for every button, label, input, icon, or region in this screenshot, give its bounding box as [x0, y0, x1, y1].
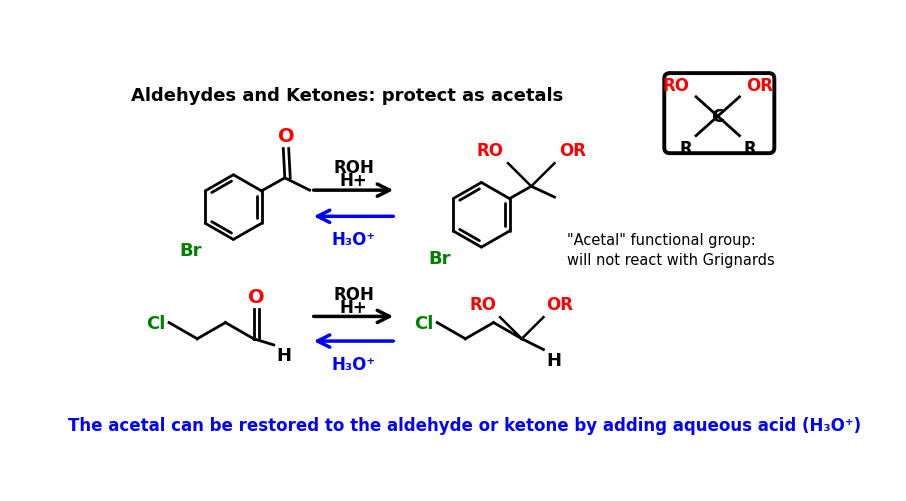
- Text: Aldehydes and Ketones: protect as acetals: Aldehydes and Ketones: protect as acetal…: [130, 87, 563, 105]
- Text: OR: OR: [746, 77, 773, 95]
- Text: C: C: [711, 108, 725, 126]
- Text: RO: RO: [477, 141, 504, 159]
- Text: R: R: [680, 139, 692, 157]
- Text: H: H: [546, 351, 562, 369]
- Text: O: O: [277, 127, 294, 146]
- Text: O: O: [248, 288, 265, 307]
- Text: OR: OR: [559, 141, 586, 159]
- Text: Br: Br: [428, 249, 450, 268]
- Text: H+: H+: [340, 172, 367, 190]
- Text: "Acetal" functional group:
will not react with Grignards: "Acetal" functional group: will not reac…: [566, 232, 775, 267]
- Text: RO: RO: [470, 296, 497, 314]
- Text: RO: RO: [663, 77, 689, 95]
- Text: Cl: Cl: [414, 314, 433, 332]
- FancyBboxPatch shape: [664, 74, 775, 154]
- Text: H₃O⁺: H₃O⁺: [332, 355, 376, 373]
- Text: OR: OR: [546, 296, 573, 314]
- Text: The acetal can be restored to the aldehyde or ketone by adding aqueous acid (H₃O: The acetal can be restored to the aldehy…: [68, 416, 861, 434]
- Text: Cl: Cl: [146, 314, 165, 332]
- Text: H₃O⁺: H₃O⁺: [332, 231, 376, 248]
- Text: H: H: [277, 347, 292, 365]
- Text: H+: H+: [340, 298, 367, 316]
- Text: Br: Br: [180, 241, 202, 260]
- Text: ROH: ROH: [333, 159, 374, 177]
- Text: ROH: ROH: [333, 285, 374, 303]
- Text: R: R: [743, 139, 757, 157]
